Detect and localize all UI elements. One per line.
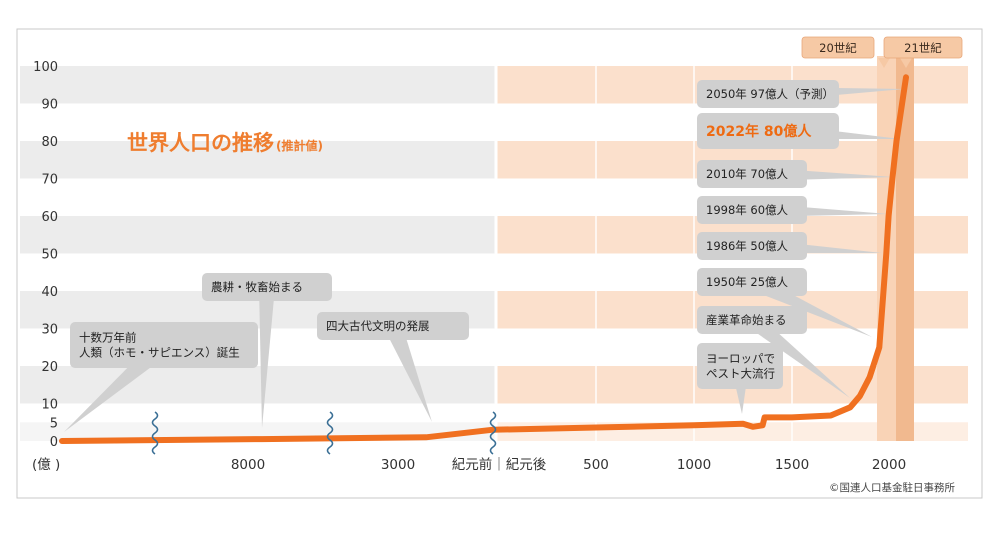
y-tick-10: 10 (41, 398, 58, 413)
century-21-label-box (883, 36, 963, 59)
y-tick-70: 70 (41, 173, 58, 188)
callout-p1950: 1950年 25億人 (697, 268, 872, 337)
callout-civ: 四大古代文明の発展 (317, 312, 469, 422)
x-tick-0: 8000 (231, 457, 265, 473)
axis-break-markers (151, 411, 497, 455)
y-tick-100: 100 (33, 60, 58, 75)
callout-agri-text-0: 農耕・牧畜始まる (211, 280, 303, 294)
y-tick-0: 0 (50, 435, 58, 450)
y-tick-60: 60 (41, 210, 58, 225)
y-tick-80: 80 (41, 135, 58, 150)
callout-p1998: 1998年 60億人 (697, 196, 888, 224)
callout-p1950-box (697, 268, 807, 296)
century-21-band (896, 56, 914, 441)
century-20-label: 20世紀 (819, 41, 857, 55)
axis-break-0 (151, 411, 159, 455)
callout-p2022: 2022年 80億人 (697, 113, 900, 149)
callout-p2050-box (697, 80, 839, 108)
x-tick-5: 1500 (775, 457, 809, 473)
chart-title: 世界人口の推移 (推計値) (127, 131, 323, 155)
axis-break-1 (326, 411, 334, 455)
x-tick-1: 3000 (381, 457, 415, 473)
x-tick-2: 紀元前｜紀元後 (452, 456, 547, 473)
callout-p2050-text-0: 2050年 97億人（予測） (706, 87, 834, 101)
callout-ind-box (697, 306, 807, 334)
callout-p2022-box (697, 113, 839, 149)
y-tick-50: 50 (41, 248, 58, 263)
callout-p2010: 2010年 70億人 (697, 160, 894, 188)
callout-plague-text-1: ペスト大流行 (706, 367, 775, 381)
bc-band-1 (20, 141, 496, 179)
callout-plague-box (697, 343, 783, 389)
callout-agri: 農耕・牧畜始まる (202, 273, 332, 428)
callout-homo-box (70, 322, 258, 368)
callout-p1986-text-0: 1986年 50億人 (706, 239, 789, 253)
copyright: ©国連人口基金駐日事務所 (829, 481, 955, 494)
y-tick-90: 90 (41, 98, 58, 113)
bc-band-0 (20, 66, 496, 104)
callout-p1986: 1986年 50億人 (697, 232, 882, 260)
y-tick-40: 40 (41, 285, 58, 300)
bc-band-2 (20, 216, 496, 254)
callout-p2022-text-0: 2022年 80億人 (706, 123, 812, 140)
y-tick-30: 30 (41, 323, 58, 338)
callout-ind-text-0: 産業革命始まる (706, 313, 787, 327)
callout-ind-pointer (747, 313, 850, 398)
century-20-label-group: 20世紀 (801, 36, 890, 68)
callout-p1950-text-0: 1950年 25億人 (706, 275, 789, 289)
callout-p2050: 2050年 97億人（予測） (697, 80, 904, 108)
x-tick-4: 1000 (677, 457, 711, 473)
callout-homo-text-1: 人類（ホモ・サピエンス）誕生 (79, 346, 240, 360)
x-tick-3: 500 (583, 457, 609, 473)
century-21-label: 21世紀 (904, 41, 942, 55)
x-axis-ticks: 8000 3000 紀元前｜紀元後 500 1000 1500 2000 (億 ) (32, 456, 906, 473)
callout-agri-box (202, 273, 332, 301)
callout-plague-text-0: ヨーロッパで (706, 352, 775, 366)
callout-homo-text-0: 十数万年前 (79, 331, 137, 345)
century-20-label-box (801, 36, 875, 59)
y-axis-ticks: 0 5 10 20 30 40 50 60 70 80 90 100 (33, 60, 58, 450)
chart-title-group: 世界人口の推移 (推計値) (127, 131, 323, 155)
y-tick-5: 5 (50, 416, 58, 431)
population-line-layer (59, 74, 909, 444)
y-unit-label: (億 ) (32, 457, 60, 473)
bc-band-4 (20, 366, 496, 404)
callout-p2010-box (697, 160, 807, 188)
callout-p1998-box (697, 196, 807, 224)
callout-ind: 産業革命始まる (697, 306, 850, 398)
callout-p1986-box (697, 232, 807, 260)
callout-civ-pointer (384, 322, 432, 422)
century-21-label-group: 21世紀 (883, 36, 963, 68)
callout-p1998-text-0: 1998年 60億人 (706, 203, 789, 217)
callout-agri-pointer (259, 286, 275, 428)
y-tick-20: 20 (41, 360, 58, 375)
callout-civ-text-0: 四大古代文明の発展 (326, 319, 430, 333)
callout-civ-box (317, 312, 469, 340)
century-20-label-pointer (878, 58, 890, 68)
x-tick-6: 2000 (872, 457, 906, 473)
chart-title-sub: (推計値) (276, 138, 323, 153)
callout-p2010-text-0: 2010年 70億人 (706, 167, 789, 181)
chart-title-main: 世界人口の推移 (127, 131, 274, 155)
axis-break-2 (489, 411, 497, 455)
misc-labels: ©国連人口基金駐日事務所 (829, 481, 955, 494)
century-21-label-pointer (900, 58, 912, 68)
